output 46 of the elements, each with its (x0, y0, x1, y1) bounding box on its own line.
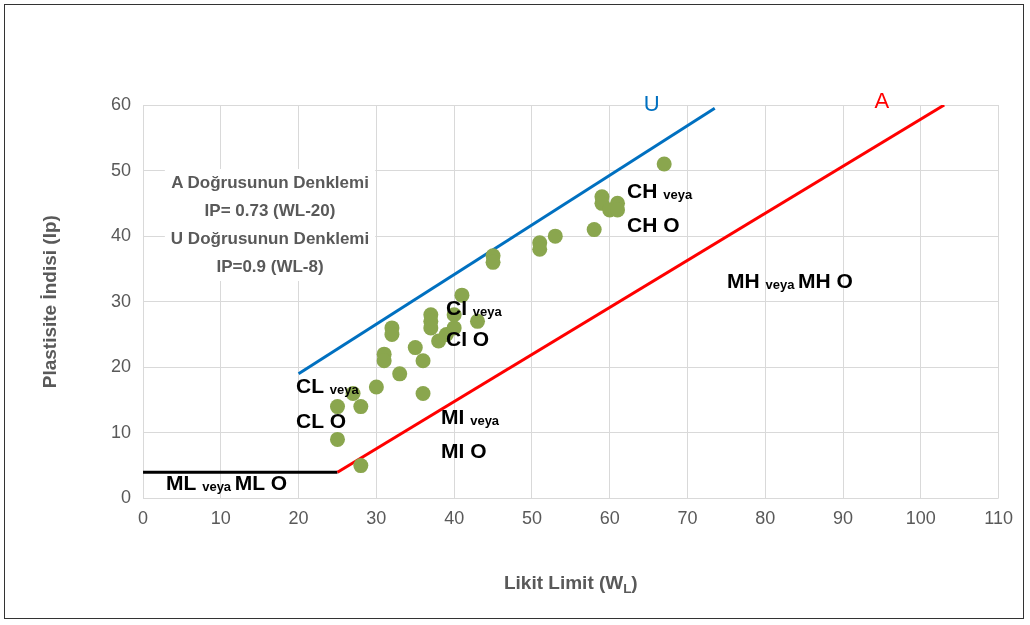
x-tick-label: 0 (138, 508, 149, 529)
x-tick-label: 40 (444, 508, 465, 529)
x-tick-label: 50 (521, 508, 542, 529)
point (656, 156, 672, 172)
point (368, 379, 384, 395)
x-tick-label: 90 (833, 508, 854, 529)
annotation: CI O (446, 326, 490, 350)
annotation: ML veya ML O (166, 470, 288, 494)
x-tick-label: 60 (599, 508, 620, 529)
y-tick-label: 10 (110, 421, 132, 442)
annotation: A Doğrusunun Denklemi (171, 172, 369, 192)
point (329, 399, 345, 415)
point (407, 340, 423, 356)
y-tick-label: 60 (110, 93, 132, 114)
annotation: MI veya (441, 404, 500, 428)
point (415, 353, 431, 369)
x-tick-label: 10 (210, 508, 231, 529)
x-tick-label: 20 (288, 508, 309, 529)
x-tick-label: 100 (905, 508, 936, 529)
x-tick-label: 80 (755, 508, 776, 529)
point (547, 228, 563, 244)
y-tick-label: 0 (121, 487, 132, 508)
annotation: U Doğrusunun Denklemi (170, 228, 370, 248)
annotation: CH veya (627, 178, 693, 202)
y-axis-title: Plastisite İndisi (Ip) (39, 215, 61, 389)
point (353, 399, 369, 415)
point (415, 385, 431, 401)
y-tick-label: 20 (110, 356, 132, 377)
series-label: A (874, 88, 890, 114)
annotation: MI O (441, 438, 487, 462)
y-tick-label: 30 (110, 290, 132, 311)
x-tick-label: 70 (677, 508, 698, 529)
y-tick-label: 50 (110, 159, 132, 180)
point (392, 366, 408, 382)
annotation: MH veya MH O (727, 268, 853, 292)
point (586, 222, 602, 238)
y-tick-label: 40 (110, 225, 132, 246)
annotation: CH O (627, 212, 680, 236)
x-tick-label: 30 (366, 508, 387, 529)
point (329, 431, 345, 447)
series-label: U (643, 91, 660, 117)
annotation: CL O (296, 408, 347, 432)
point (353, 458, 369, 474)
annotation: IP= 0.73 (WL-20) (204, 200, 336, 220)
x-tick-label: 110 (984, 508, 1013, 529)
annotation: IP=0.9 (WL-8) (216, 256, 324, 276)
